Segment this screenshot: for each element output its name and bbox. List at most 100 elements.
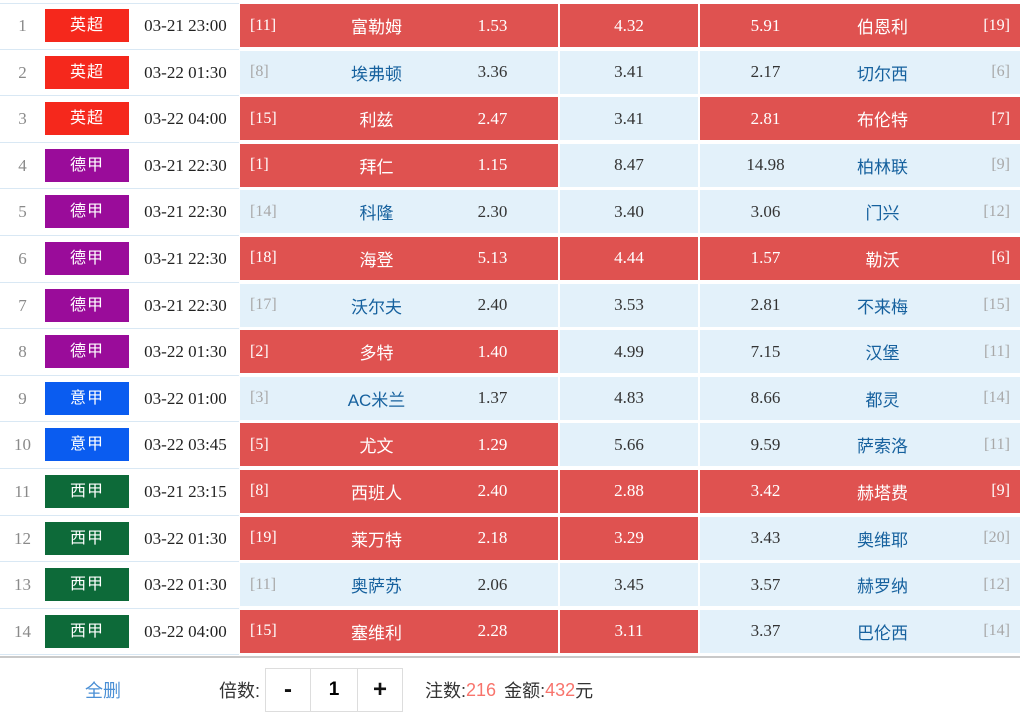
match-time: 03-22 01:30 (144, 62, 227, 82)
draw-odds-cell[interactable]: 3.11 (560, 609, 698, 653)
away-odds-cell[interactable]: 3.06 门兴 [12] (700, 190, 1020, 234)
away-team-rank: [11] (983, 435, 1010, 453)
draw-odds-cell[interactable]: 3.29 (560, 516, 698, 560)
away-odds-cell[interactable]: 3.57 赫罗纳 [12] (700, 563, 1020, 607)
away-odds-cell[interactable]: 1.57 勒沃 [6] (700, 236, 1020, 280)
home-win-odds: 2.47 (477, 108, 508, 128)
away-team-name: 伯恩利 (857, 18, 908, 37)
away-odds-cell[interactable]: 3.43 奥维耶 [20] (700, 516, 1020, 560)
league-badge: 英超 (45, 102, 129, 136)
home-odds-cell[interactable]: [1] 拜仁 1.15 (240, 143, 558, 187)
league-badge-wrap: 意甲 (45, 377, 131, 420)
home-odds-cell[interactable]: [17] 沃尔夫 2.40 (240, 283, 558, 327)
away-odds-cell[interactable]: 14.98 柏林联 [9] (700, 143, 1020, 187)
multiplier-increase-button[interactable]: + (357, 669, 402, 712)
home-team-name: 富勒姆 (351, 18, 402, 37)
match-number: 7 (18, 295, 27, 315)
row-separator (0, 561, 239, 563)
league-badge: 德甲 (45, 148, 129, 182)
home-odds-cell[interactable]: [14] 科隆 2.30 (240, 190, 558, 234)
draw-odds: 3.29 (614, 528, 644, 548)
away-team-name: 萨索洛 (857, 437, 908, 457)
home-win-odds: 2.18 (477, 528, 508, 548)
away-team-name: 切尔西 (857, 64, 908, 84)
draw-odds-cell[interactable]: 3.41 (560, 97, 698, 141)
draw-odds: 3.41 (614, 62, 644, 82)
home-win-odds: 2.40 (477, 295, 508, 315)
away-odds-cell[interactable]: 2.81 布伦特 [7] (700, 97, 1020, 141)
away-win-odds: 3.42 (750, 481, 781, 501)
match-time: 03-22 03:45 (144, 435, 227, 455)
away-win-odds: 2.81 (750, 295, 781, 315)
draw-odds-cell[interactable]: 2.88 (560, 469, 698, 513)
amount-unit: 元 (575, 681, 594, 702)
draw-odds-cell[interactable]: 4.44 (560, 236, 698, 280)
home-odds-cell[interactable]: [18] 海登 5.13 (240, 236, 558, 280)
league-badge-wrap: 德甲 (45, 237, 131, 280)
home-odds-cell[interactable]: [5] 尤文 1.29 (240, 423, 558, 467)
home-odds-cell[interactable]: [2] 多特 1.40 (240, 330, 558, 374)
league-badge: 德甲 (45, 288, 129, 322)
home-odds-cell[interactable]: [8] 西班人 2.40 (240, 469, 558, 513)
league-badge-wrap: 德甲 (45, 284, 131, 327)
draw-odds-cell[interactable]: 3.53 (560, 283, 698, 327)
home-odds-cell[interactable]: [3] AC米兰 1.37 (240, 376, 558, 420)
draw-odds: 3.53 (614, 295, 644, 315)
away-odds-cell[interactable]: 5.91 伯恩利 [19] (700, 4, 1020, 47)
away-win-odds: 8.66 (750, 388, 781, 408)
away-odds-cell[interactable]: 3.42 赫塔费 [9] (700, 469, 1020, 513)
away-odds-cell[interactable]: 3.37 巴伦西 [14] (700, 609, 1020, 653)
multiplier-decrease-button[interactable]: - (266, 669, 312, 712)
home-odds-cell[interactable]: [8] 埃弗顿 3.36 (240, 50, 558, 94)
away-team-name: 巴伦西 (857, 623, 908, 643)
away-team-rank: [14] (983, 622, 1010, 640)
away-team-rank: [20] (983, 529, 1010, 547)
match-number: 5 (18, 202, 27, 222)
match-time: 03-21 22:30 (144, 202, 227, 222)
away-odds-cell[interactable]: 8.66 都灵 [14] (700, 376, 1020, 420)
away-odds-cell[interactable]: 2.17 切尔西 [6] (700, 50, 1020, 94)
draw-odds-cell[interactable]: 3.45 (560, 563, 698, 607)
draw-odds: 2.88 (614, 481, 644, 501)
away-team-rank: [6] (991, 249, 1010, 267)
home-team-name: 沃尔夫 (351, 297, 402, 317)
delete-all-link[interactable]: 全删 (85, 681, 121, 702)
home-odds-cell[interactable]: [11] 富勒姆 1.53 (240, 4, 558, 47)
home-odds-cell[interactable]: [11] 奥萨苏 2.06 (240, 563, 558, 607)
amount-label: 金额: (504, 681, 546, 702)
away-odds-cell[interactable]: 7.15 汉堡 [11] (700, 330, 1020, 374)
league-badge: 西甲 (45, 568, 129, 602)
home-team-rank: [2] (250, 342, 269, 360)
match-row: 8 德甲 03-22 01:30 [2] 多特 1.40 4.99 7.15 汉… (0, 330, 1020, 376)
home-win-odds: 2.28 (477, 621, 508, 641)
home-team-name: AC米兰 (347, 390, 406, 410)
home-win-odds: 2.06 (477, 574, 508, 594)
draw-odds-cell[interactable]: 3.41 (560, 50, 698, 94)
match-time: 03-22 01:00 (144, 388, 227, 408)
away-odds-cell[interactable]: 2.81 不来梅 [15] (700, 283, 1020, 327)
match-row: 10 意甲 03-22 03:45 [5] 尤文 1.29 5.66 9.59 … (0, 423, 1020, 469)
bets-label: 注数: (425, 681, 467, 702)
draw-odds-cell[interactable]: 4.99 (560, 330, 698, 374)
row-separator (0, 514, 239, 516)
row-separator (0, 188, 239, 190)
home-odds-cell[interactable]: [19] 莱万特 2.18 (240, 516, 558, 560)
draw-odds-cell[interactable]: 3.40 (560, 190, 698, 234)
home-win-odds: 2.30 (477, 201, 508, 221)
home-team-name: 海登 (359, 250, 394, 270)
away-odds-cell[interactable]: 9.59 萨索洛 [11] (700, 423, 1020, 467)
away-win-odds: 3.43 (750, 528, 781, 548)
draw-odds-cell[interactable]: 8.47 (560, 143, 698, 187)
away-team-name: 门兴 (865, 204, 900, 224)
draw-odds-cell[interactable]: 5.66 (560, 423, 698, 467)
draw-odds-cell[interactable]: 4.83 (560, 376, 698, 420)
home-odds-cell[interactable]: [15] 利兹 2.47 (240, 97, 558, 141)
match-number: 13 (14, 575, 31, 595)
away-win-odds: 14.98 (746, 155, 785, 175)
draw-odds: 5.66 (614, 434, 644, 454)
home-odds-cell[interactable]: [15] 塞维利 2.28 (240, 609, 558, 653)
match-number: 6 (18, 248, 27, 268)
match-time: 03-21 22:30 (144, 295, 227, 315)
draw-odds-cell[interactable]: 4.32 (560, 4, 698, 47)
away-win-odds: 3.57 (750, 574, 781, 594)
